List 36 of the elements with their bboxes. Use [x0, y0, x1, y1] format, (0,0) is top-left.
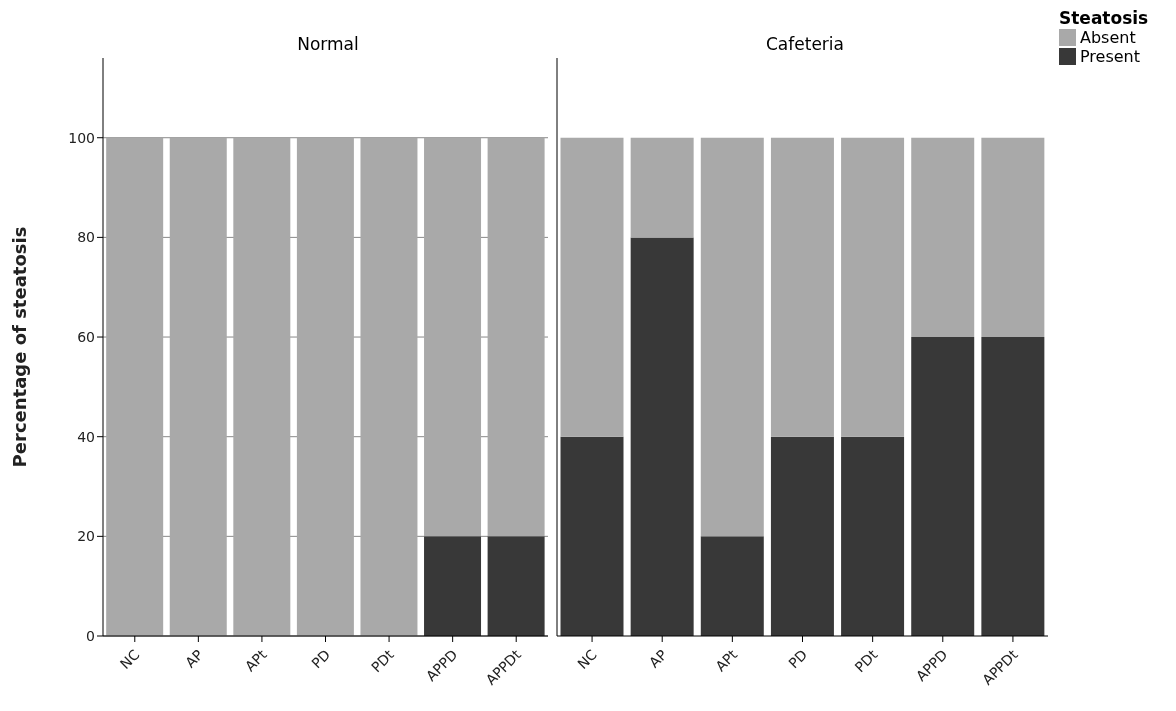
chart-title: Cafeteria [765, 33, 845, 56]
x-tick-label: AP [645, 646, 670, 671]
legend-label: Absent [1080, 28, 1136, 47]
x-tick-label: APt [241, 646, 271, 675]
bar [911, 337, 975, 636]
bar [981, 137, 1045, 338]
y-tick-label: 40 [77, 428, 95, 445]
bar [770, 137, 834, 437]
y-tick-label: 60 [77, 329, 95, 345]
y-tick-label: 20 [77, 528, 95, 545]
x-tick-label: PD [308, 646, 334, 672]
x-tick-label: NC [116, 646, 143, 673]
bar [560, 137, 624, 437]
y-axis-title: Percentage of steatosis [9, 226, 31, 468]
bar [770, 436, 834, 636]
bar [700, 137, 764, 537]
x-tick-label: PDt [368, 646, 398, 676]
legend-title: Steatosis [1059, 8, 1150, 28]
bar [981, 337, 1045, 636]
bar [911, 137, 975, 338]
x-tick-label: NC [574, 646, 601, 673]
bar [841, 436, 905, 636]
bar [841, 137, 905, 437]
chart-title: Normal [296, 33, 360, 56]
y-tick-label: 100 [68, 129, 95, 146]
legend-label: Present [1080, 47, 1141, 66]
y-tick-label: 80 [77, 229, 95, 246]
x-tick-label: PD [785, 646, 811, 672]
bar [630, 137, 694, 238]
bar [700, 536, 764, 636]
bar [630, 237, 694, 636]
x-tick-label: AP [182, 646, 207, 671]
x-tick-label: APt [712, 646, 741, 675]
y-tick-label: 0 [86, 627, 95, 644]
x-tick-label: PDt [851, 646, 881, 676]
bar [560, 436, 624, 636]
